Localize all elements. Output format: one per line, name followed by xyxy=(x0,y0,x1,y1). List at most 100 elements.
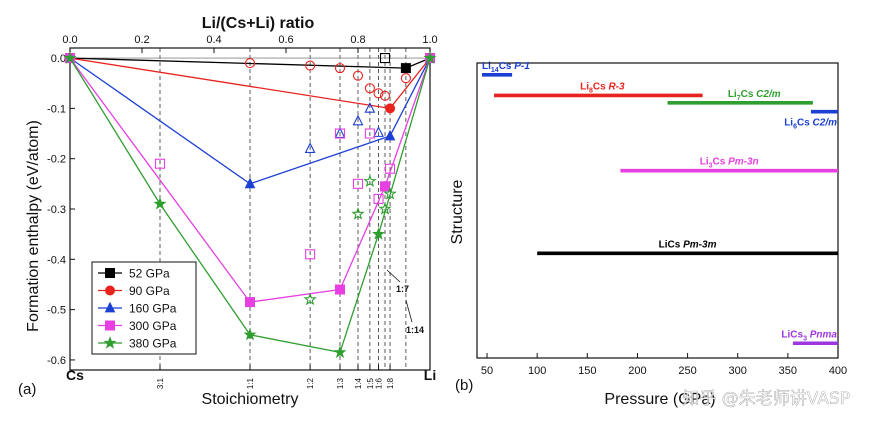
top-tick-label: 0.4 xyxy=(206,34,221,46)
metastable-point xyxy=(364,83,375,94)
phase-label: Li7Cs C2/m xyxy=(728,89,781,102)
x-axis-label: Stoichiometry xyxy=(202,391,299,408)
end-label-li: Li xyxy=(424,367,436,383)
metastable-point xyxy=(304,142,316,154)
metastable-point xyxy=(305,249,316,260)
panel-label-b: (b) xyxy=(455,377,473,394)
stable-point xyxy=(380,181,390,192)
metastable-point xyxy=(351,206,365,220)
stoich-tick-label: 1:1 xyxy=(246,377,255,389)
plot-frame-b xyxy=(476,62,839,359)
stable-point xyxy=(153,197,167,210)
top-axis-label: Li/(Cs+Li) ratio xyxy=(202,15,315,32)
metastable-point xyxy=(373,193,384,204)
annotation-1-14: 1:14 xyxy=(406,325,424,335)
x-tick-label: 50 xyxy=(481,365,493,377)
metastable-point xyxy=(373,126,384,137)
top-tick-label: 1.0 xyxy=(422,34,437,46)
stable-point xyxy=(423,51,437,64)
y-axis-label: Formation enthalpy (eV/atom) xyxy=(25,120,42,332)
y-tick-label: -0.1 xyxy=(47,103,66,115)
pressure-axis-label: Pressure (GPa) xyxy=(604,391,715,408)
legend-marker xyxy=(103,336,117,349)
legend-marker xyxy=(104,301,116,313)
stoich-tick-label: 1:8 xyxy=(386,377,395,389)
metastable-point xyxy=(400,73,411,84)
y-tick-label: -0.5 xyxy=(47,305,66,317)
stoich-tick-label: 3:1 xyxy=(156,377,165,389)
metastable-point xyxy=(379,90,391,101)
legend-marker xyxy=(105,285,115,296)
formation-enthalpy-plot: 0.0 -0.1 -0.2 -0.3 -0.4 -0.5 -0.6 0.0 0.2 0.4 0.6 0… xyxy=(47,34,438,389)
legend-marker xyxy=(105,320,115,331)
annotation-1-7: 1:7 xyxy=(396,284,409,294)
stable-point xyxy=(63,51,77,64)
metastable-point xyxy=(378,201,392,215)
y-tick-label: -0.3 xyxy=(47,204,66,216)
phase-label: LiCs3 Pnma xyxy=(781,329,837,342)
annotation-arrow-1-14 xyxy=(405,299,413,323)
metastable-point xyxy=(384,163,396,174)
legend-entry: 300 GPa xyxy=(129,319,177,333)
metastable-point xyxy=(352,178,364,189)
metastable-point xyxy=(373,88,384,99)
panel-label-a: (a) xyxy=(18,381,36,398)
stable-point xyxy=(244,177,256,189)
phase-label: LiCs Pm-3m xyxy=(659,239,717,250)
stable-point xyxy=(372,227,386,240)
stoich-tick-label: 1:5 xyxy=(366,377,375,389)
x-tick-label: 350 xyxy=(779,365,797,377)
top-tick-label: 0.2 xyxy=(134,34,149,46)
stable-point xyxy=(384,129,396,141)
series-380-GPa xyxy=(63,51,437,359)
annotation-arrow-1-7 xyxy=(386,269,401,283)
end-label-cs: Cs xyxy=(66,367,84,383)
top-tick-label: 0.8 xyxy=(350,34,365,46)
legend-entry: 52 GPa xyxy=(129,267,170,281)
metastable-point xyxy=(334,128,346,139)
stoich-tick-label: 1:6 xyxy=(375,377,384,389)
convex-hull-line xyxy=(69,57,431,185)
stable-point xyxy=(335,284,345,295)
legend-entry: 380 GPa xyxy=(129,337,177,351)
stable-point xyxy=(243,327,257,341)
x-tick-label: 400 xyxy=(829,365,847,377)
metastable-point xyxy=(364,128,375,139)
phase-label: Li3Cs Pm-3n xyxy=(700,157,759,170)
x-tick-label: 200 xyxy=(628,365,646,377)
x-tick-label: 150 xyxy=(578,365,596,377)
phase-label: Li6Cs C2/m xyxy=(784,118,837,131)
metastable-point xyxy=(244,58,256,69)
metastable-point xyxy=(379,53,391,64)
legend-marker xyxy=(105,268,115,278)
phase-label: Li14Cs P-1 xyxy=(482,61,530,74)
metastable-point xyxy=(363,174,377,187)
phase-label: Li8Cs R-3 xyxy=(580,81,625,94)
metastable-point xyxy=(383,186,397,200)
stable-point xyxy=(385,103,396,114)
metastable-point xyxy=(334,63,346,74)
convex-hull-line xyxy=(69,57,431,354)
stable-point xyxy=(333,345,347,359)
structure-pressure-plot: 50 100 150 200 250 300 350 400 Li14Cs P-1 Li8Cs R… xyxy=(476,61,847,377)
x-tick-label: 250 xyxy=(678,365,696,377)
x-tick-label: 300 xyxy=(729,365,747,377)
legend-entry: 160 GPa xyxy=(129,302,177,316)
stoich-tick-label: 1:2 xyxy=(306,377,315,389)
metastable-point xyxy=(154,158,166,169)
legend-entry: 90 GPa xyxy=(129,284,170,298)
watermark: 知乎 @朱老师讲VASP xyxy=(682,389,850,409)
y-tick-label: -0.2 xyxy=(47,154,66,166)
stoich-tick-label: 1:4 xyxy=(354,377,363,389)
x-tick-label: 100 xyxy=(528,365,546,377)
metastable-point xyxy=(352,70,364,81)
stable-point xyxy=(245,297,255,308)
stable-point xyxy=(400,63,411,74)
structure-axis-label: Structure xyxy=(449,179,466,244)
y-tick-label: 0.0 xyxy=(51,53,66,65)
metastable-point xyxy=(364,102,376,113)
y-tick-label: -0.6 xyxy=(47,355,66,367)
top-tick-label: 0.6 xyxy=(278,34,293,46)
metastable-point xyxy=(303,292,317,306)
